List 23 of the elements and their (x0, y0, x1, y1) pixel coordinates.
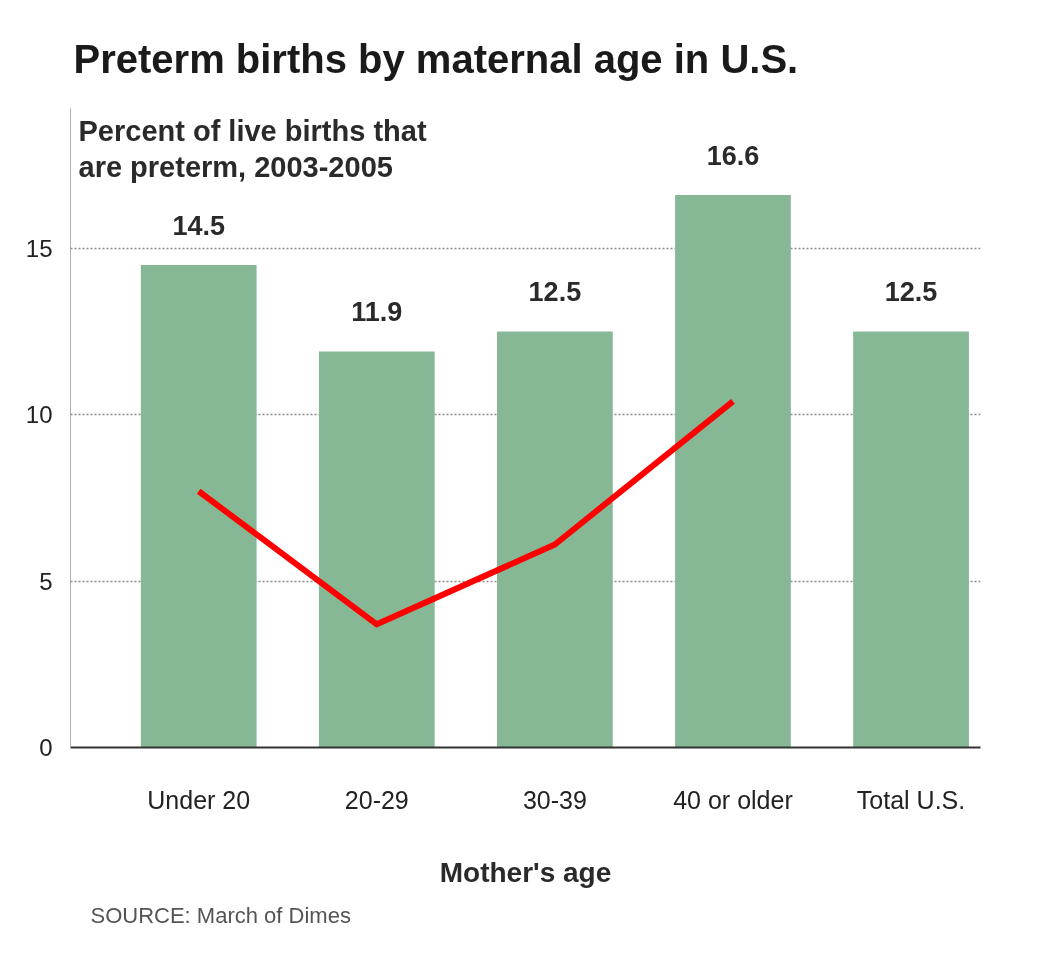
x-tick-label: 40 or older (673, 785, 793, 814)
y-tick-label: 0 (39, 734, 53, 761)
data-label: 16.6 (706, 141, 760, 172)
data-label: 11.9 (351, 297, 403, 328)
y-tick-label: 10 (25, 401, 53, 429)
bar (318, 351, 435, 748)
source-note: SOURCE: March of Dimes (90, 902, 351, 928)
y-tick-label: 15 (25, 234, 53, 262)
data-label: 12.5 (528, 277, 582, 308)
bar (497, 331, 613, 748)
y-tick-label: 5 (39, 567, 53, 595)
x-tick-label: Under 20 (147, 785, 251, 814)
x-tick-label: Total U.S. (856, 785, 966, 814)
x-tick-label: 30-39 (522, 785, 587, 814)
chart-title: Preterm births by maternal age in U.S. (73, 36, 799, 81)
data-label: 14.5 (172, 210, 226, 241)
text: Percent of live births that are preterm, 2003-2005 (78, 114, 427, 183)
bar (675, 195, 791, 748)
bar (140, 264, 257, 748)
data-label: 12.5 (884, 277, 938, 308)
bar (853, 331, 969, 748)
x-tick-label: 20-29 (344, 785, 409, 814)
x-axis-title: Mother's age (439, 856, 612, 888)
